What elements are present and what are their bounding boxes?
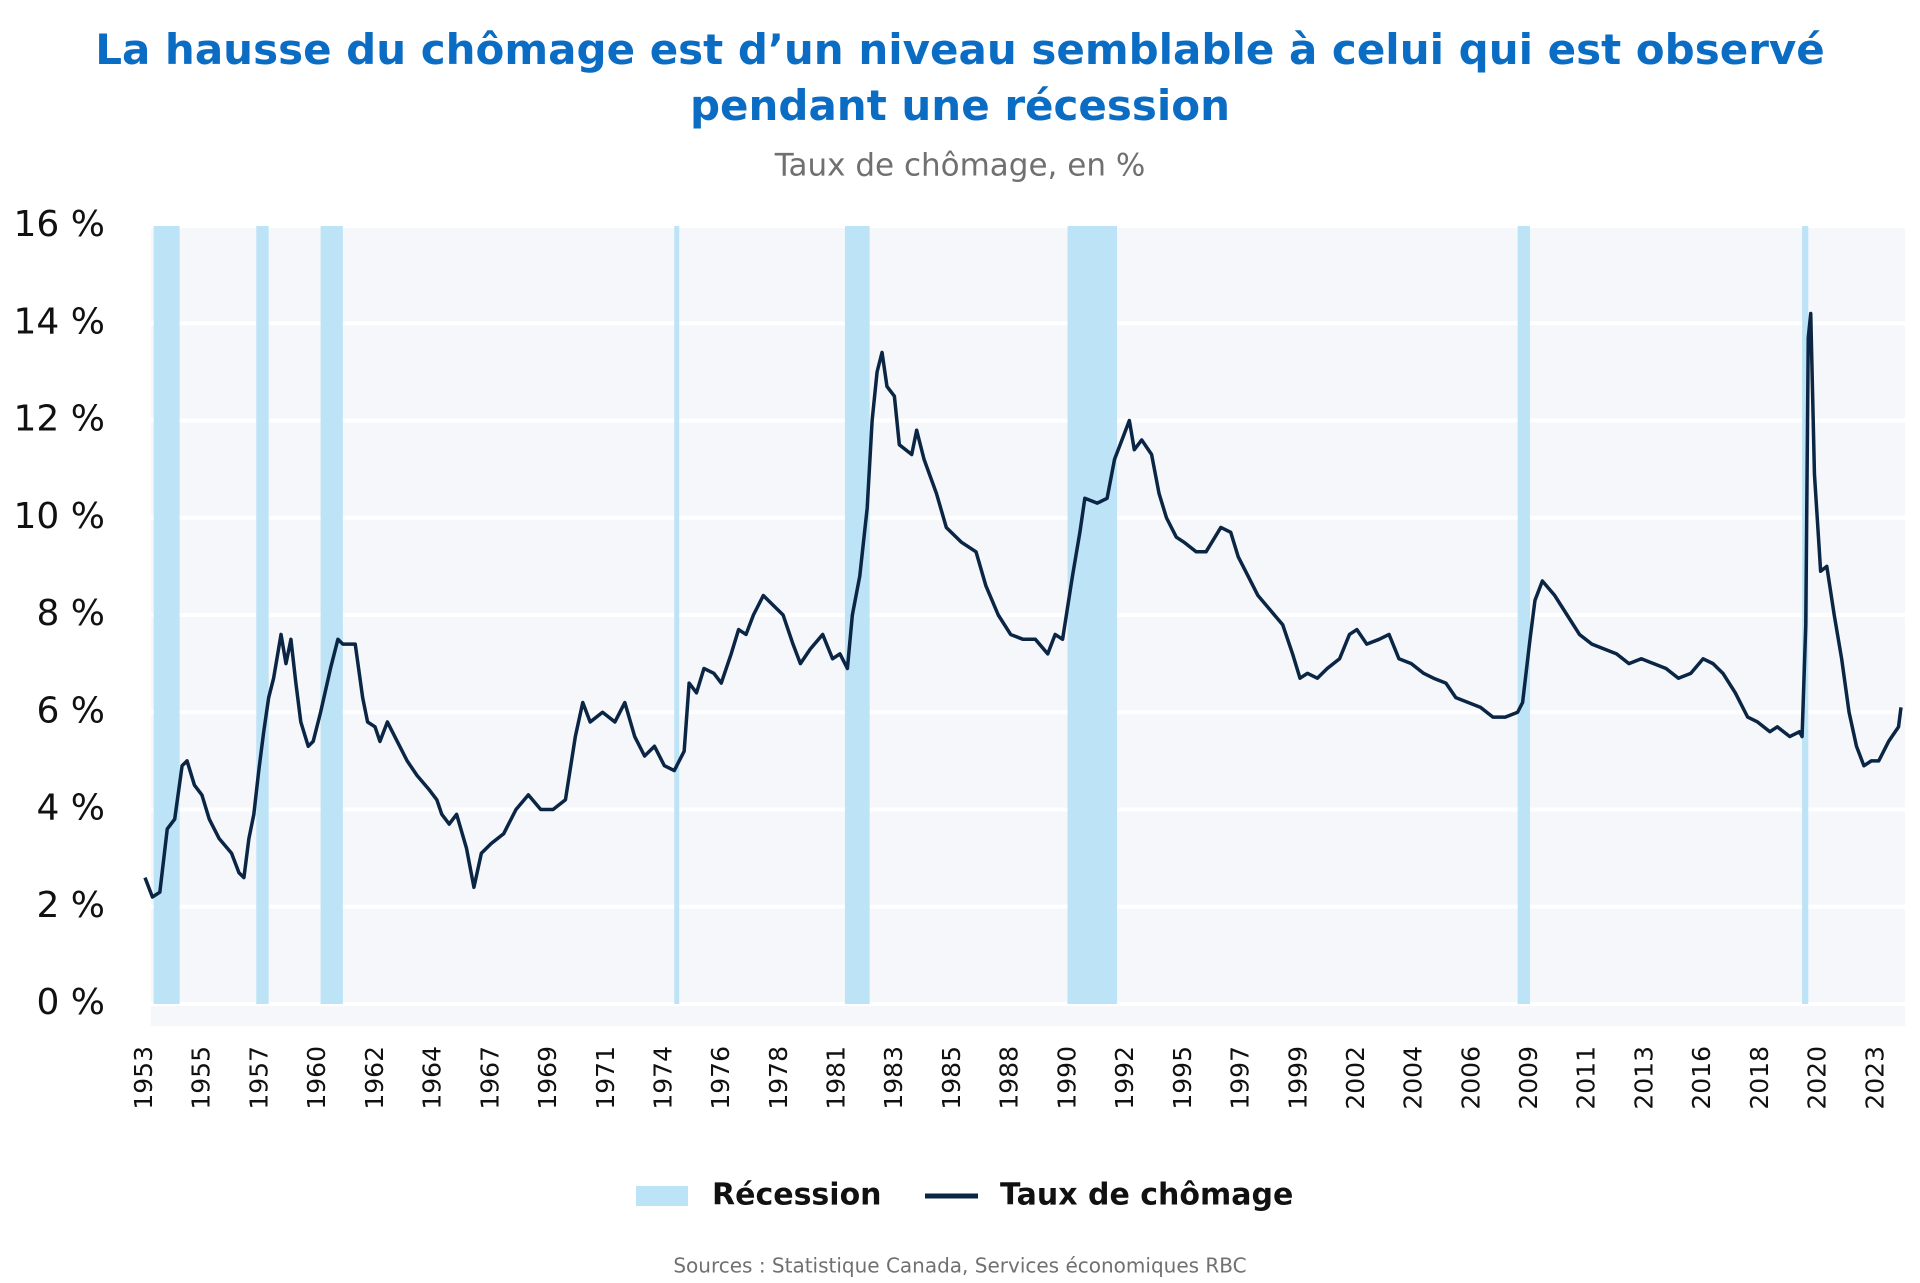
- x-tick-label: 2020: [1803, 1046, 1832, 1110]
- y-tick-label: 10 %: [14, 496, 105, 537]
- x-tick-label: 2016: [1687, 1046, 1716, 1110]
- x-tick-label: 1992: [1110, 1046, 1139, 1110]
- x-tick-label: 1983: [879, 1046, 908, 1110]
- x-tick-label: 1981: [822, 1046, 851, 1110]
- y-tick-label: 14 %: [14, 301, 105, 342]
- x-tick-label: 1962: [360, 1046, 389, 1110]
- x-tick-label: 1976: [706, 1046, 735, 1110]
- y-tick-label: 6 %: [36, 690, 105, 731]
- recession-band: [674, 226, 680, 1004]
- recession-band: [844, 226, 870, 1004]
- x-tick-label: 1997: [1225, 1046, 1254, 1110]
- x-tick-label: 1960: [302, 1046, 331, 1110]
- y-tick-label: 8 %: [36, 593, 105, 634]
- x-tick-label: 1971: [591, 1046, 620, 1110]
- recession-band: [256, 226, 269, 1004]
- x-tick-label: 1955: [187, 1046, 216, 1110]
- x-tick-label: 1990: [1052, 1046, 1081, 1110]
- y-tick-label: 12 %: [14, 399, 105, 440]
- x-tick-label: 2009: [1514, 1046, 1543, 1110]
- chart-subtitle: Taux de chômage, en %: [774, 148, 1146, 184]
- y-tick-label: 4 %: [36, 788, 105, 829]
- recession-band: [1517, 226, 1531, 1004]
- legend-label: Taux de chômage: [1000, 1178, 1293, 1213]
- chart-title: La hausse du chômage est d’un niveau sem…: [95, 25, 1825, 130]
- x-tick-label: 1985: [937, 1046, 966, 1110]
- x-tick-label: 1957: [245, 1046, 274, 1110]
- x-tick-label: 2004: [1399, 1046, 1428, 1110]
- x-tick-label: 1999: [1283, 1046, 1312, 1110]
- x-tick-label: 2006: [1456, 1046, 1485, 1110]
- recession-band: [153, 226, 180, 1004]
- x-tick-label: 1995: [1168, 1046, 1197, 1110]
- x-tick-label: 1988: [995, 1046, 1024, 1110]
- x-tick-label: 2002: [1341, 1046, 1370, 1110]
- legend-swatch: [636, 1186, 688, 1206]
- x-tick-label: 2011: [1572, 1046, 1601, 1110]
- recession-band: [320, 226, 343, 1004]
- plot-background: [151, 226, 1905, 1026]
- x-tick-label: 1969: [533, 1046, 562, 1110]
- x-tick-label: 1978: [764, 1046, 793, 1110]
- source: Sources : Statistique Canada, Services é…: [673, 1254, 1246, 1278]
- x-tick-label: 1953: [129, 1046, 158, 1110]
- x-tick-label: 2023: [1860, 1046, 1889, 1110]
- y-tick-label: 2 %: [36, 885, 105, 926]
- legend-label: Récession: [712, 1178, 882, 1213]
- recession-band: [1067, 226, 1117, 1004]
- y-tick-label: 16 %: [14, 204, 105, 245]
- y-tick-label: 0 %: [36, 982, 105, 1023]
- x-tick-label: 2018: [1745, 1046, 1774, 1110]
- x-tick-label: 1974: [648, 1046, 677, 1110]
- x-tick-label: 1964: [418, 1046, 447, 1110]
- line-series: [143, 311, 1903, 899]
- x-tick-label: 2013: [1630, 1046, 1659, 1110]
- x-tick-label: 1967: [475, 1046, 504, 1110]
